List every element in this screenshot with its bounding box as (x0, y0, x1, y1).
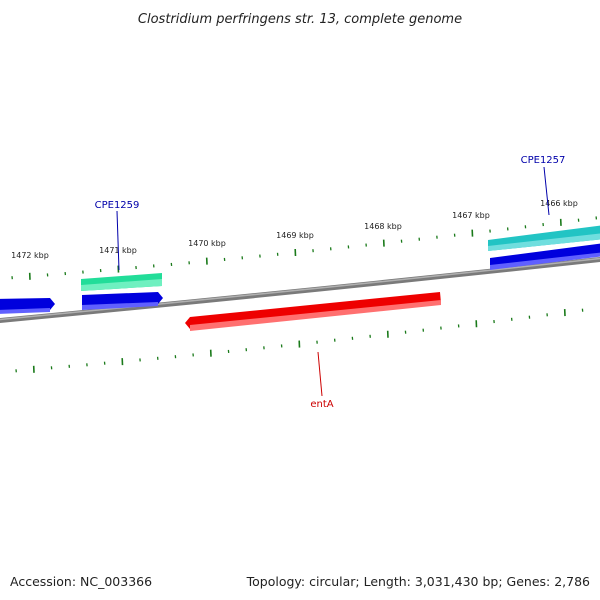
map-title: Clostridium perfringens str. 13, complet… (138, 12, 462, 27)
tick-label-1467: 1467 kbp (452, 211, 490, 220)
label-cpe1257[interactable]: CPE1257 (521, 155, 566, 216)
gene-cpe1257[interactable] (488, 225, 600, 270)
svg-text:CPE1257: CPE1257 (521, 155, 566, 166)
tick-label-1468: 1468 kbp (364, 222, 402, 231)
topology-summary: Topology: circular; Length: 3,031,430 bp… (246, 574, 590, 589)
svg-text:entA: entA (310, 399, 333, 410)
inner-tick-ring (15, 308, 584, 373)
accession-text: Accession: NC_003366 (10, 574, 152, 589)
svg-text:CPE1259: CPE1259 (95, 200, 140, 211)
gene-enta[interactable] (185, 292, 441, 331)
tick-label-1472: 1472 kbp (11, 251, 49, 260)
gene-left-blue[interactable] (0, 298, 55, 314)
outer-tick-ring (11, 216, 598, 280)
label-enta[interactable]: entA (310, 351, 334, 410)
tick-label-1469: 1469 kbp (276, 231, 314, 240)
gene-cpe1259[interactable] (81, 273, 163, 310)
label-cpe1259[interactable]: CPE1259 (95, 200, 140, 271)
genome-backbone (0, 257, 600, 324)
tick-label-1470: 1470 kbp (188, 239, 226, 248)
tick-label-1466: 1466 kbp (540, 199, 578, 208)
